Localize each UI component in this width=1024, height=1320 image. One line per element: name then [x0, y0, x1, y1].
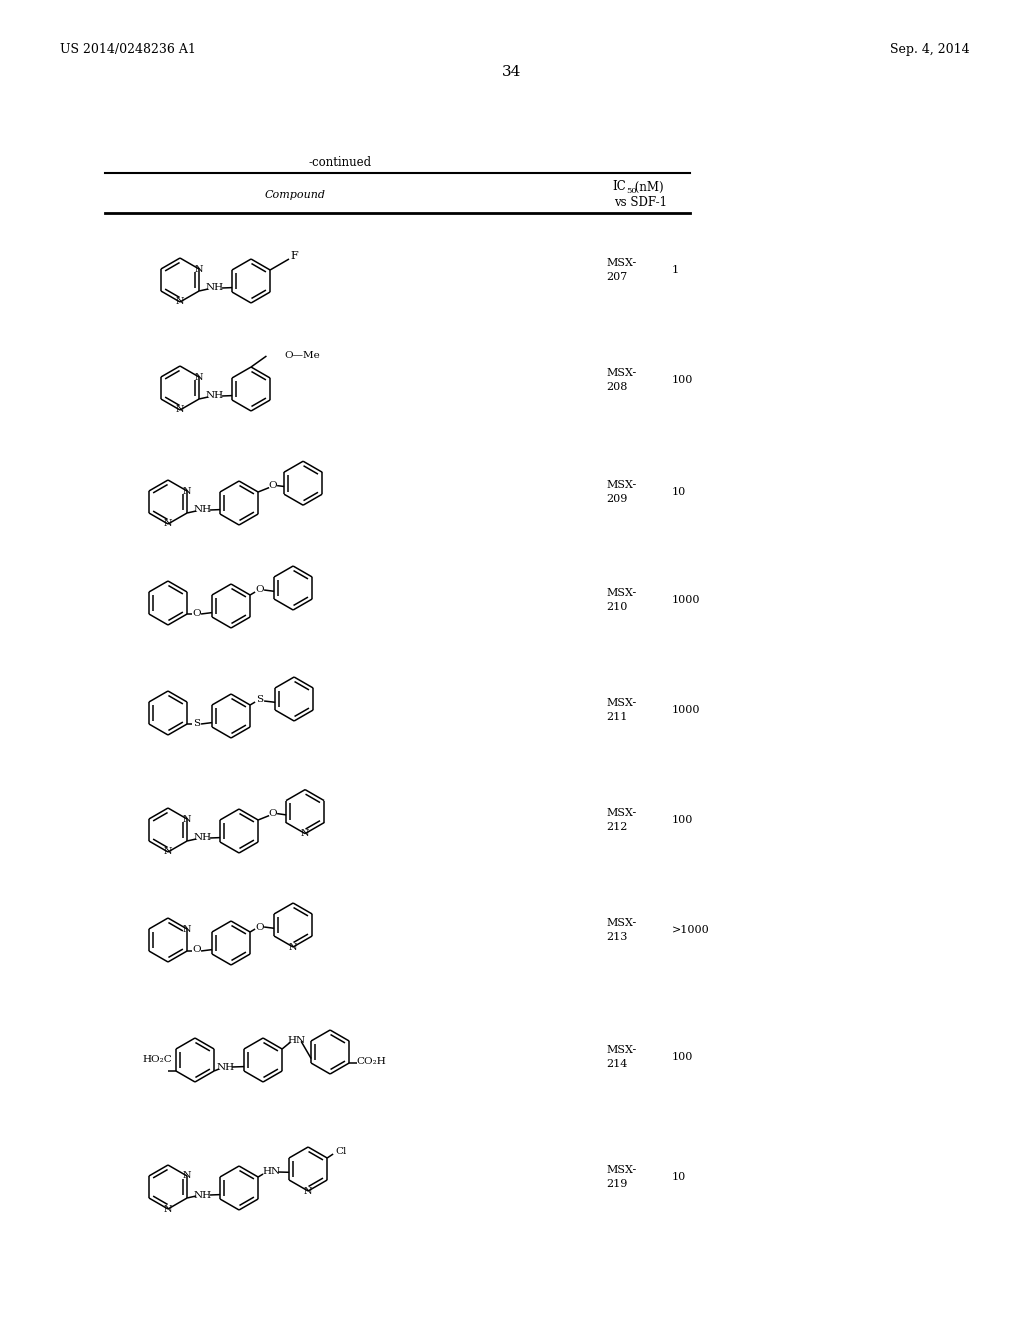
Text: N: N — [183, 1172, 191, 1180]
Text: MSX-: MSX- — [606, 808, 636, 818]
Text: NH: NH — [194, 833, 212, 842]
Text: F: F — [290, 251, 298, 261]
Text: MSX-: MSX- — [606, 1045, 636, 1055]
Text: NH: NH — [206, 284, 224, 293]
Text: NH: NH — [194, 1191, 212, 1200]
Text: Sep. 4, 2014: Sep. 4, 2014 — [891, 44, 970, 57]
Text: MSX-: MSX- — [606, 368, 636, 378]
Text: N: N — [304, 1187, 312, 1196]
Text: N: N — [195, 264, 204, 273]
Text: 213: 213 — [606, 932, 628, 942]
Text: HN: HN — [262, 1167, 281, 1176]
Text: vs SDF-1: vs SDF-1 — [614, 195, 667, 209]
Text: Compound: Compound — [264, 190, 326, 201]
Text: MSX-: MSX- — [606, 1166, 636, 1175]
Text: N: N — [289, 942, 297, 952]
Text: N: N — [176, 405, 184, 414]
Text: S: S — [257, 696, 263, 705]
Text: 100: 100 — [672, 814, 693, 825]
Text: N: N — [301, 829, 309, 838]
Text: 10: 10 — [672, 1172, 686, 1181]
Text: S: S — [194, 718, 201, 727]
Text: 34: 34 — [503, 65, 521, 79]
Text: O: O — [268, 480, 278, 490]
Text: >1000: >1000 — [672, 925, 710, 935]
Text: 208: 208 — [606, 381, 628, 392]
Text: O: O — [268, 809, 278, 818]
Text: MSX-: MSX- — [606, 587, 636, 598]
Text: Cl: Cl — [336, 1147, 347, 1156]
Text: 207: 207 — [606, 272, 628, 282]
Text: NH: NH — [194, 506, 212, 515]
Text: N: N — [176, 297, 184, 306]
Text: N: N — [164, 520, 172, 528]
Text: 209: 209 — [606, 494, 628, 504]
Text: 100: 100 — [672, 1052, 693, 1063]
Text: 211: 211 — [606, 711, 628, 722]
Text: 10: 10 — [672, 487, 686, 498]
Text: HO₂C: HO₂C — [142, 1056, 172, 1064]
Text: O: O — [256, 586, 264, 594]
Text: IC: IC — [612, 181, 626, 194]
Text: N: N — [164, 1204, 172, 1213]
Text: O: O — [256, 923, 264, 932]
Text: HN: HN — [287, 1036, 305, 1044]
Text: O—Me: O—Me — [285, 351, 321, 359]
Text: 1000: 1000 — [672, 705, 700, 715]
Text: O: O — [193, 609, 202, 618]
Text: N: N — [183, 487, 191, 495]
Text: MSX-: MSX- — [606, 257, 636, 268]
Text: 214: 214 — [606, 1059, 628, 1069]
Text: 100: 100 — [672, 375, 693, 385]
Text: CO₂H: CO₂H — [356, 1057, 386, 1067]
Text: 219: 219 — [606, 1179, 628, 1189]
Text: MSX-: MSX- — [606, 917, 636, 928]
Text: 1: 1 — [672, 265, 679, 275]
Text: N: N — [164, 847, 172, 857]
Text: 1000: 1000 — [672, 595, 700, 605]
Text: (nM): (nM) — [631, 181, 664, 194]
Text: MSX-: MSX- — [606, 480, 636, 490]
Text: 50: 50 — [626, 187, 637, 195]
Text: US 2014/0248236 A1: US 2014/0248236 A1 — [60, 44, 196, 57]
Text: NH: NH — [206, 392, 224, 400]
Text: 210: 210 — [606, 602, 628, 612]
Text: 212: 212 — [606, 822, 628, 832]
Text: NH: NH — [217, 1063, 236, 1072]
Text: -continued: -continued — [308, 156, 372, 169]
Text: O: O — [193, 945, 202, 954]
Text: MSX-: MSX- — [606, 698, 636, 708]
Text: N: N — [183, 924, 191, 933]
Text: N: N — [195, 372, 204, 381]
Text: N: N — [183, 814, 191, 824]
